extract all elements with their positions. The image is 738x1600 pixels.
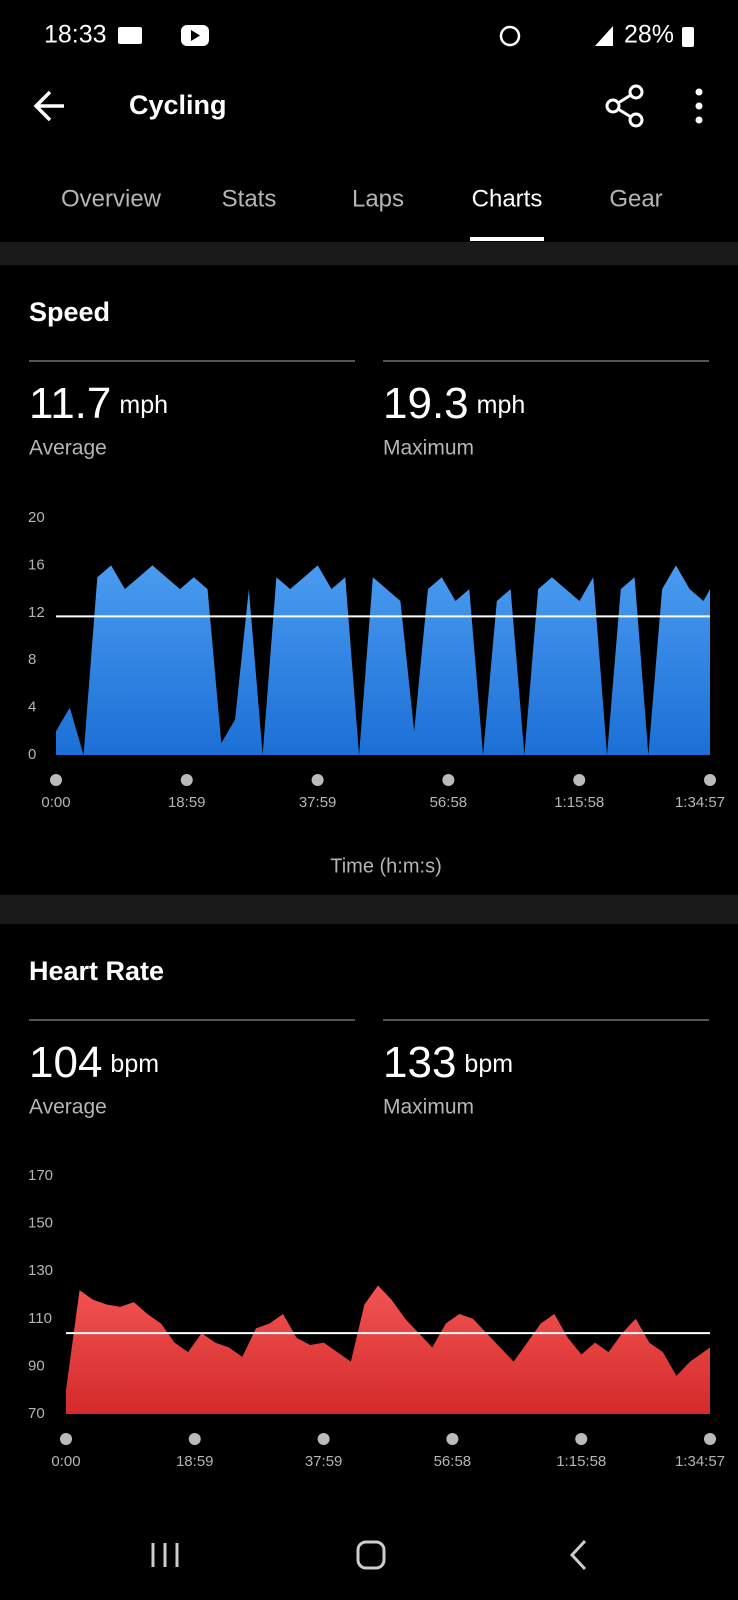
x-tick-dot (188, 1433, 201, 1445)
stat-divider (383, 1019, 709, 1021)
section-title: Heart Rate (29, 956, 164, 986)
x-tick-label: 0:00 (51, 1453, 80, 1470)
x-tick-dot (704, 1433, 716, 1445)
y-tick-label: 70 (28, 1405, 45, 1422)
back-button[interactable] (33, 90, 64, 122)
stat-number: 19.3 (383, 379, 469, 428)
y-tick-label: 12 (28, 604, 45, 621)
y-tick-label: 170 (28, 1167, 53, 1184)
x-tick-label: 56:58 (430, 794, 468, 811)
stat-value: 11.7 mph (29, 379, 168, 428)
x-tick-dot (704, 774, 716, 786)
x-tick-dot (573, 774, 586, 786)
x-tick-label: 37:59 (299, 794, 337, 811)
signal-icon (595, 26, 613, 46)
stat-value: 19.3 mph (383, 379, 525, 428)
stat-unit: bpm (464, 1050, 513, 1078)
stat-number: 133 (383, 1038, 456, 1087)
battery-percent: 28% (624, 21, 674, 49)
x-tick-label: 1:15:58 (556, 1453, 606, 1470)
stat-label: Maximum (383, 1096, 474, 1119)
stat-unit: mph (477, 391, 526, 419)
y-tick-label: 90 (28, 1357, 45, 1374)
x-tick-dot (446, 1433, 459, 1445)
menu-button[interactable] (695, 88, 703, 124)
area-series (56, 565, 710, 755)
x-tick-label: 1:34:57 (675, 1453, 725, 1470)
x-tick-label: 0:00 (41, 794, 70, 811)
x-tick-label: 37:59 (305, 1453, 343, 1470)
stat-divider (29, 360, 355, 362)
x-tick-dot (180, 774, 193, 786)
y-tick-label: 130 (28, 1262, 53, 1279)
status-time: 18:33 (44, 21, 107, 49)
tab[interactable]: Gear (609, 185, 662, 212)
tab[interactable]: Laps (352, 185, 404, 212)
tab[interactable]: Stats (222, 185, 277, 212)
y-tick-label: 110 (28, 1310, 52, 1327)
alarm-icon (499, 25, 521, 47)
tab[interactable]: Overview (61, 185, 162, 212)
area-series (66, 1285, 710, 1414)
tab[interactable]: Charts (472, 185, 543, 212)
x-tick-label: 18:59 (176, 1453, 214, 1470)
stat-unit: mph (119, 391, 168, 419)
x-tick-dot (50, 774, 62, 786)
share-button[interactable] (605, 84, 644, 128)
stat-number: 104 (29, 1038, 102, 1087)
y-tick-label: 8 (28, 651, 36, 668)
battery-icon (682, 27, 694, 47)
x-tick-dot (60, 1433, 72, 1445)
page-title: Cycling (129, 90, 227, 120)
x-tick-dot (317, 1433, 330, 1445)
stat-label: Average (29, 1096, 107, 1119)
section-divider (0, 895, 738, 924)
stat-value: 133 bpm (383, 1038, 513, 1087)
stat-label: Average (29, 437, 107, 460)
y-tick-label: 20 (28, 509, 45, 526)
section-title: Speed (29, 297, 110, 327)
nav-recents[interactable] (151, 1543, 179, 1567)
x-tick-dot (442, 774, 455, 786)
y-tick-label: 4 (28, 699, 36, 716)
mail-icon (118, 27, 142, 44)
stat-label: Maximum (383, 437, 474, 460)
stat-value: 104 bpm (29, 1038, 159, 1087)
y-tick-label: 150 (28, 1215, 53, 1232)
y-tick-label: 0 (28, 746, 36, 763)
x-tick-label: 1:34:57 (675, 794, 725, 811)
x-tick-dot (311, 774, 324, 786)
nav-home[interactable] (356, 1540, 386, 1570)
stat-number: 11.7 (29, 379, 111, 428)
tab-indicator (470, 237, 544, 241)
stat-divider (29, 1019, 355, 1021)
stat-divider (383, 360, 709, 362)
x-axis-label: Time (h:m:s) (330, 855, 441, 877)
x-tick-label: 1:15:58 (554, 794, 604, 811)
x-tick-label: 18:59 (168, 794, 206, 811)
y-tick-label: 16 (28, 556, 45, 573)
section-divider (0, 242, 738, 265)
x-tick-label: 56:58 (434, 1453, 472, 1470)
nav-back[interactable] (569, 1539, 587, 1571)
x-tick-dot (575, 1433, 588, 1445)
stat-unit: bpm (110, 1050, 159, 1078)
